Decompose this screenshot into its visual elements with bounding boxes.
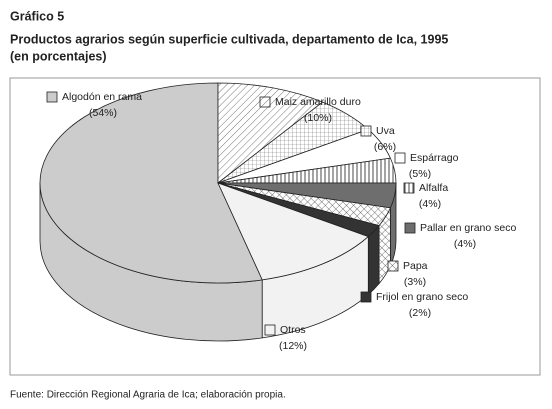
slice — [217, 82, 324, 184]
slice-label: Espárrago — [410, 152, 459, 164]
chart-frame — [9, 77, 541, 376]
slice-value-label: (10%) — [304, 112, 332, 124]
legend-swatch — [360, 125, 372, 137]
slice-value-label: (54%) — [89, 107, 117, 119]
chart-title: Productos agrarios según superficie cult… — [10, 32, 448, 46]
slice — [39, 82, 263, 284]
slice-value-label: (4%) — [419, 198, 441, 210]
slice-label: Maiz amarillo duro — [275, 96, 361, 108]
legend-swatch — [404, 222, 416, 234]
source-note: Fuente: Dirección Regional Agraria de Ic… — [10, 390, 286, 401]
slice-label: Pallar en grano seco — [420, 222, 516, 234]
slice-value-label: (6%) — [374, 141, 396, 153]
slice — [217, 182, 370, 281]
slice-label: Papa — [403, 260, 428, 272]
legend-swatch — [360, 291, 372, 303]
slice-label: Otros — [280, 324, 306, 336]
legend-swatch — [259, 96, 271, 108]
slice-label: Uva — [376, 125, 395, 137]
slice-value-label: (4%) — [454, 238, 476, 250]
legend-swatch — [46, 91, 58, 103]
slice-value-label: (5%) — [409, 168, 431, 180]
slice-label: Algodón en rama — [62, 91, 142, 103]
chart-label: Gráfico 5 — [10, 9, 64, 23]
slice-value-label: (12%) — [279, 340, 307, 352]
slice-side — [367, 224, 380, 296]
slice-label: Frijol en grano seco — [376, 291, 468, 303]
legend-swatch — [403, 182, 415, 194]
slice-value-label: (3%) — [404, 276, 426, 288]
chart-subtitle: (en porcentajes) — [10, 49, 107, 63]
legend-swatch — [264, 324, 276, 336]
slice-label: Alfalfa — [419, 182, 448, 194]
legend-swatch — [394, 152, 406, 164]
slice-value-label: (2%) — [409, 307, 431, 319]
legend-swatch — [387, 260, 399, 272]
